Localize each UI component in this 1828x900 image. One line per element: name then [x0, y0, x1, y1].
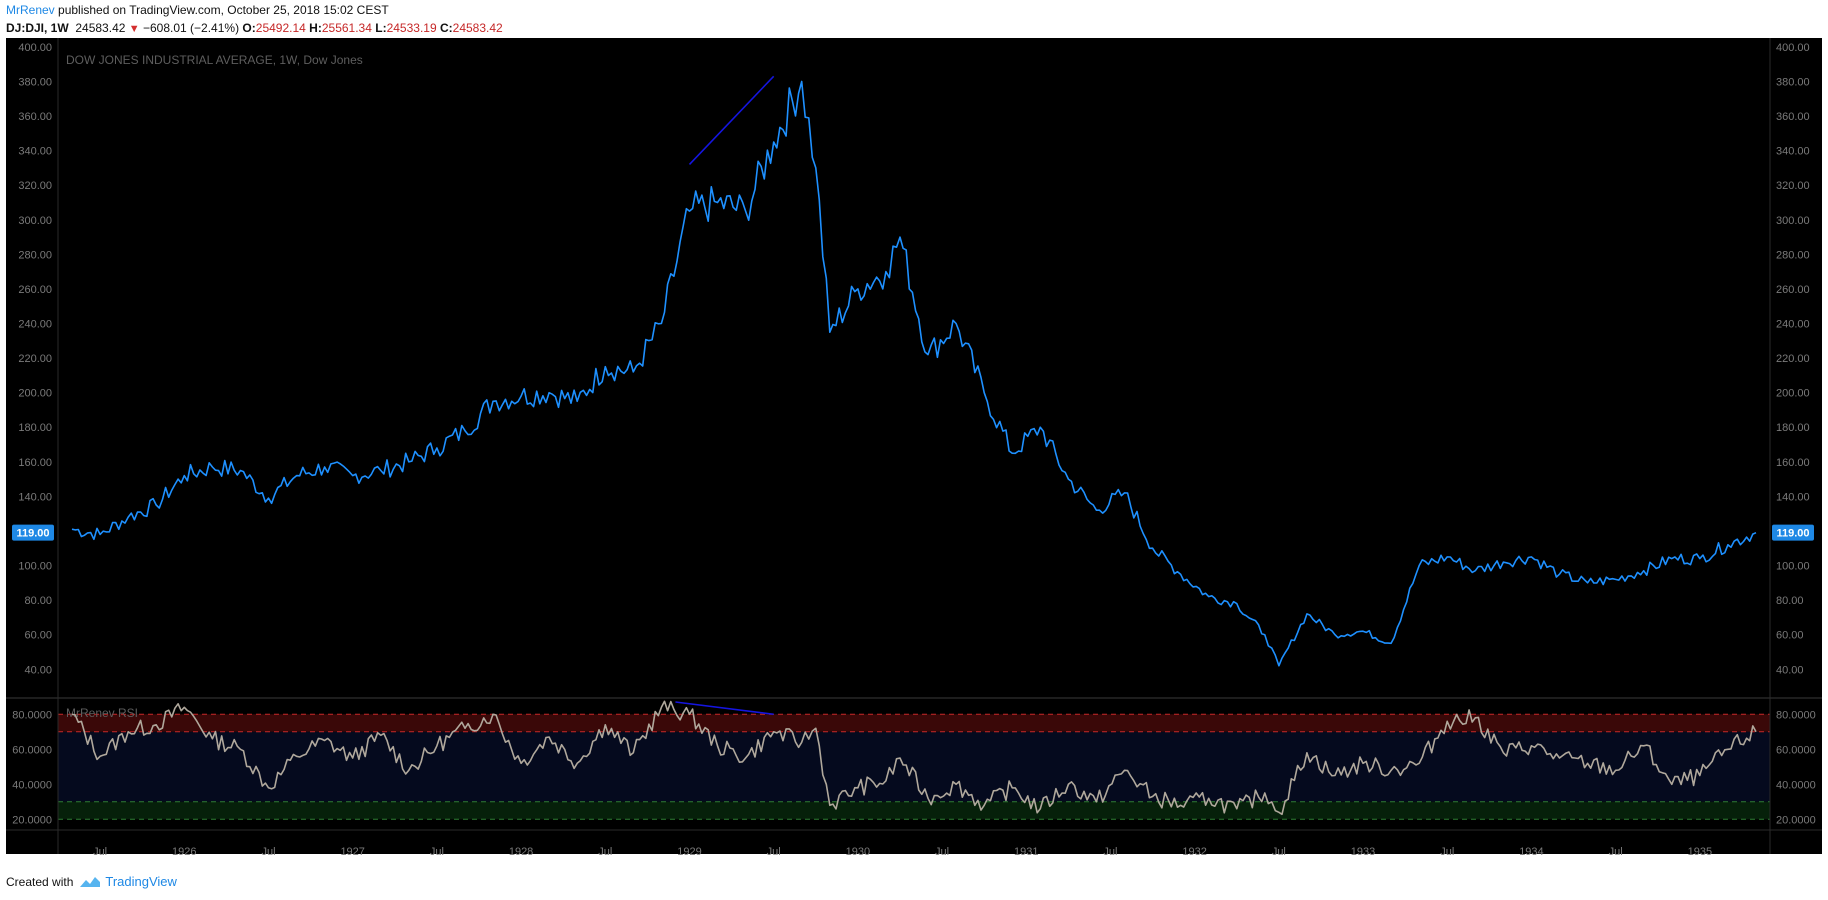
rsi-line[interactable] — [71, 700, 1757, 816]
rsi-tick-label-left: 40.0000 — [12, 779, 52, 791]
price-tick-label-right: 380.00 — [1776, 76, 1810, 88]
price-tick-label-left: 280.00 — [18, 249, 52, 261]
price-tick-label-right: 400.00 — [1776, 42, 1810, 54]
open-label: O: — [242, 21, 256, 35]
price-tick-label-left: 240.00 — [18, 319, 52, 331]
price-tick-label-right: 60.00 — [1776, 630, 1804, 642]
rsi-tick-label-left: 60.0000 — [12, 744, 52, 756]
time-tick-label: Jul — [93, 846, 107, 858]
price-tick-label-left: 360.00 — [18, 111, 52, 123]
rsi-neutral-band — [58, 731, 1770, 802]
publish-info: MrRenev published on TradingView.com, Oc… — [6, 3, 389, 17]
price-tick-label-left: 160.00 — [18, 457, 52, 469]
price-tick-label-right: 160.00 — [1776, 457, 1810, 469]
rsi-tick-label-left: 80.0000 — [12, 709, 52, 721]
time-tick-label: Jul — [1103, 846, 1117, 858]
last-price-badge-right — [1772, 524, 1814, 541]
price-tick-label-right: 360.00 — [1776, 111, 1810, 123]
time-tick-label: Jul — [261, 846, 275, 858]
price-tick-label-right: 260.00 — [1776, 284, 1810, 296]
time-tick-label: Jul — [1272, 846, 1286, 858]
price-tick-label-right: 80.00 — [1776, 595, 1804, 607]
last-price-label-right: 119.00 — [1776, 528, 1809, 540]
open-value: 25492.14 — [255, 21, 306, 35]
time-tick-label: Jul — [1609, 846, 1623, 858]
price-pane[interactable] — [58, 38, 1770, 698]
time-tick-label: Jul — [935, 846, 949, 858]
time-tick-label: 1927 — [340, 846, 364, 858]
rsi-tick-label-left: 20.0000 — [12, 814, 52, 826]
low-label: L: — [375, 21, 387, 35]
symbol-label: DJ:DJI, 1W — [6, 21, 69, 35]
price-tick-label-right: 200.00 — [1776, 388, 1810, 400]
price-tick-label-left: 100.00 — [18, 561, 52, 573]
rsi-divergence-trendline[interactable] — [675, 701, 774, 716]
last-price: 24583.42 — [75, 21, 126, 35]
tradingview-logo-icon — [80, 876, 101, 887]
low-value: 24533.19 — [386, 21, 437, 35]
time-tick-label: 1932 — [1182, 846, 1206, 858]
time-tick-label: Jul — [767, 846, 781, 858]
close-value: 24583.42 — [452, 21, 503, 35]
price-line[interactable] — [71, 80, 1757, 667]
tradingview-link[interactable]: TradingView — [105, 874, 177, 889]
price-change: −608.01 (−2.41%) — [143, 21, 240, 35]
footer: Created with TradingView — [6, 874, 177, 889]
time-tick-label: 1933 — [1351, 846, 1375, 858]
price-tick-label-right: 280.00 — [1776, 249, 1810, 261]
last-price-badge-left — [12, 524, 54, 541]
high-label: H: — [309, 21, 322, 35]
time-tick-label: 1929 — [677, 846, 701, 858]
chart-title: DOW JONES INDUSTRIAL AVERAGE, 1W, Dow Jo… — [66, 53, 363, 67]
time-tick-label: Jul — [430, 846, 444, 858]
price-tick-label-left: 260.00 — [18, 284, 52, 296]
published-text: published on TradingView.com, October 25… — [58, 3, 389, 17]
price-tick-label-left: 60.00 — [24, 630, 52, 642]
price-tick-label-right: 300.00 — [1776, 215, 1810, 227]
high-value: 25561.34 — [321, 21, 372, 35]
price-tick-label-left: 200.00 — [18, 388, 52, 400]
close-label: C: — [439, 21, 453, 35]
author-link[interactable]: MrRenev — [6, 3, 55, 17]
price-divergence-trendline[interactable] — [688, 75, 775, 166]
price-tick-label-left: 300.00 — [18, 215, 52, 227]
rsi-tick-label-right: 60.0000 — [1776, 744, 1816, 756]
time-tick-label: 1931 — [1014, 846, 1038, 858]
time-tick-label: Jul — [1440, 846, 1454, 858]
rsi-tick-label-right: 40.0000 — [1776, 779, 1816, 791]
ohlc-bar: DJ:DJI, 1W 24583.42 ▼ −608.01 (−2.41%) O… — [6, 21, 503, 35]
price-tick-label-left: 320.00 — [18, 180, 52, 192]
time-tick-label: 1935 — [1688, 846, 1712, 858]
price-tick-label-right: 340.00 — [1776, 146, 1810, 158]
price-tick-label-right: 40.00 — [1776, 664, 1804, 676]
down-arrow-icon: ▼ — [128, 23, 140, 35]
last-price-label-left: 119.00 — [16, 528, 49, 540]
time-tick-label: 1926 — [172, 846, 196, 858]
created-with-text: Created with — [6, 874, 74, 889]
overbought-band — [58, 714, 1770, 732]
price-tick-label-left: 180.00 — [18, 422, 52, 434]
price-tick-label-left: 380.00 — [18, 76, 52, 88]
rsi-tick-label-right: 80.0000 — [1776, 709, 1816, 721]
time-tick-label: 1930 — [846, 846, 870, 858]
time-tick-label: 1928 — [509, 846, 533, 858]
price-tick-label-left: 40.00 — [24, 664, 52, 676]
price-tick-label-right: 100.00 — [1776, 561, 1810, 573]
price-tick-label-right: 180.00 — [1776, 422, 1810, 434]
price-tick-label-right: 220.00 — [1776, 353, 1810, 365]
price-tick-label-left: 220.00 — [18, 353, 52, 365]
price-tick-label-right: 240.00 — [1776, 319, 1810, 331]
oversold-band — [58, 801, 1770, 820]
price-tick-label-left: 140.00 — [18, 491, 52, 503]
price-tick-label-left: 340.00 — [18, 146, 52, 158]
rsi-title: MrRenev RSI — [66, 706, 138, 720]
price-tick-label-left: 400.00 — [18, 42, 52, 54]
price-tick-label-right: 140.00 — [1776, 491, 1810, 503]
time-tick-label: 1934 — [1519, 846, 1543, 858]
time-tick-label: Jul — [598, 846, 612, 858]
price-tick-label-left: 80.00 — [24, 595, 52, 607]
price-tick-label-right: 320.00 — [1776, 180, 1810, 192]
rsi-tick-label-right: 20.0000 — [1776, 814, 1816, 826]
